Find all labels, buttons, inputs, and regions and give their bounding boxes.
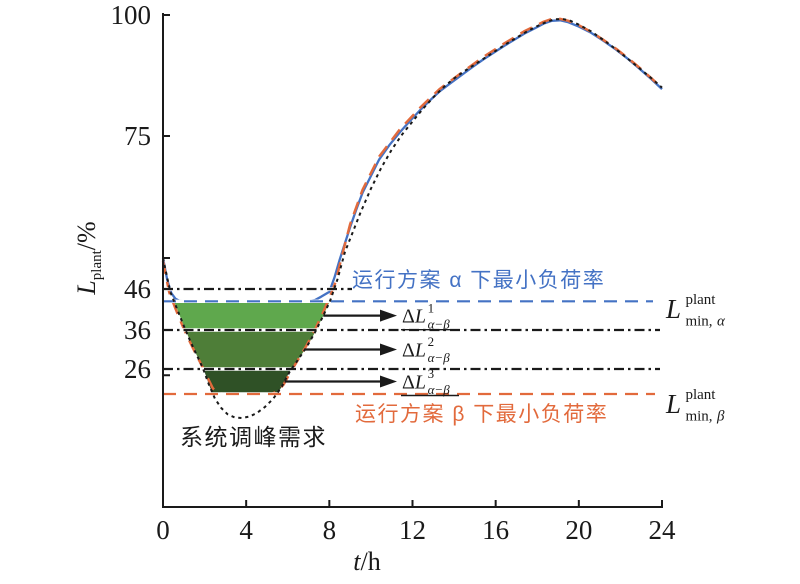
peak-shaving-bands xyxy=(174,301,330,394)
y-tick-label-75: 75 xyxy=(124,121,151,151)
x-tick-label-4: 4 xyxy=(239,515,253,545)
reference-lines xyxy=(163,287,660,396)
curves xyxy=(161,17,663,396)
delta-label-2: ΔL 2 α−β xyxy=(402,334,450,365)
x-tick-label-20: 20 xyxy=(565,515,592,545)
y-tick-label-26: 26 xyxy=(124,354,151,384)
beta-min-load-annotation: 运行方案 β 下最小负荷率 xyxy=(355,403,608,426)
y-axis-title: Lplant/% xyxy=(72,221,105,295)
alpha-load-curve xyxy=(161,19,663,303)
x-tick-label-12: 12 xyxy=(399,515,426,545)
axes: 100 75 46 36 26 0 4 8 12 16 20 24 t/h Lplant/% xyxy=(72,0,676,576)
delta-arrows: ΔL 1 α−βΔL 2 α−βΔL 3 α−β xyxy=(284,300,459,397)
x-tick-label-16: 16 xyxy=(482,515,509,545)
system-demand-annotation: 系统调峰需求 xyxy=(180,424,327,450)
x-axis-title: t/h xyxy=(353,547,380,576)
x-tick-label-0: 0 xyxy=(156,515,170,545)
delta-arrow-2-head xyxy=(380,343,397,356)
y-tick-label-36: 36 xyxy=(124,315,151,345)
delta-label-1: ΔL 1 α−β xyxy=(402,300,450,331)
demand-curve xyxy=(162,17,663,419)
delta-label-3: ΔL 3 α−β xyxy=(402,366,450,397)
alpha-min-load-annotation: 运行方案 α 下最小负荷率 xyxy=(352,269,605,292)
delta-arrow-3-head xyxy=(380,375,397,388)
x-tick-label-8: 8 xyxy=(323,515,337,545)
demand-curve-layer xyxy=(162,17,663,419)
x-tick-label-24: 24 xyxy=(649,515,677,545)
band-1 xyxy=(174,301,330,330)
y-tick-label-100: 100 xyxy=(111,0,152,30)
y-tick-label-46: 46 xyxy=(124,274,151,304)
delta-arrow-1-head xyxy=(380,309,397,322)
band-2 xyxy=(185,330,317,369)
band-3 xyxy=(203,369,291,394)
